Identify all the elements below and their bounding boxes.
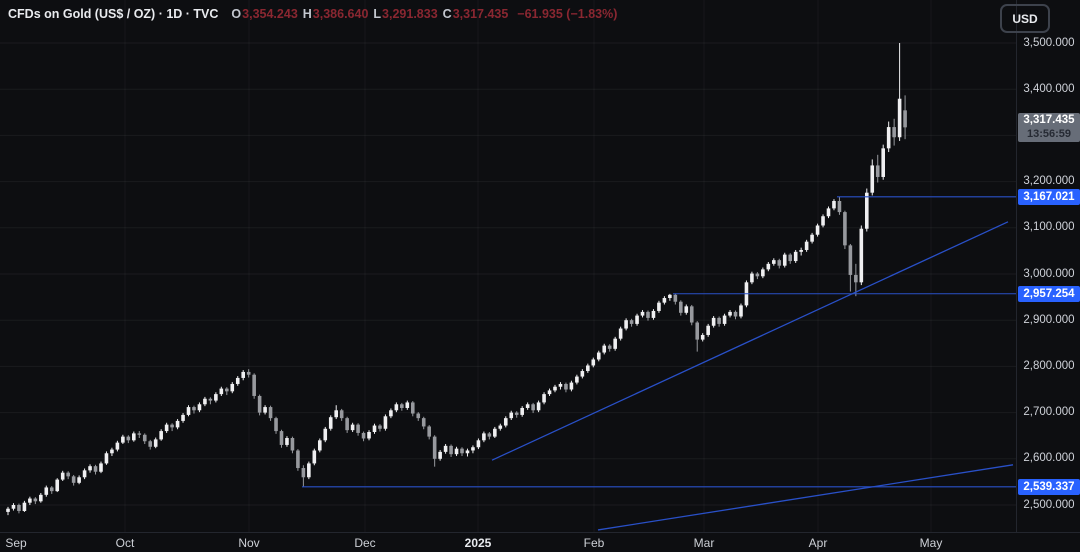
time-tick: Mar	[693, 536, 715, 550]
price-tick: 3,200.000	[1023, 175, 1075, 188]
time-tick: Oct	[115, 536, 135, 550]
ohlc-open: O 3,354.243	[231, 7, 298, 21]
time-tick: 2025	[464, 536, 492, 550]
price-tick: 2,600.000	[1023, 452, 1075, 465]
time-tick: May	[919, 536, 943, 550]
level-price-label: 2,957.254	[1018, 285, 1080, 302]
trendline[interactable]	[491, 221, 1009, 461]
level-price-label: 2,539.337	[1018, 478, 1080, 495]
time-tick: Nov	[238, 536, 260, 550]
price-tick: 3,000.000	[1023, 267, 1075, 280]
time-tick: Feb	[583, 536, 605, 550]
price-tick: 2,800.000	[1023, 359, 1075, 372]
trendline[interactable]	[597, 464, 1014, 531]
time-tick: Dec	[354, 536, 376, 550]
price-tick: 3,100.000	[1023, 221, 1075, 234]
level-price-label: 3,167.021	[1018, 188, 1080, 205]
bar-countdown: 13:56:59	[1026, 127, 1072, 140]
symbol-legend: CFDs on Gold (US$ / OZ) · 1D · TVC O 3,35…	[8, 7, 617, 21]
ohlc-close: C 3,317.435	[442, 7, 509, 21]
price-chart[interactable]	[0, 0, 1016, 532]
ohlc-low: L 3,291.833	[373, 7, 438, 21]
price-tick: 3,400.000	[1023, 82, 1075, 95]
grid-layer	[0, 42, 1016, 506]
current-price-value: 3,317.435	[1023, 113, 1075, 126]
time-axis[interactable]: Sep Oct Nov Dec 2025 Feb Mar Apr May	[0, 532, 1080, 552]
candles-layer	[6, 43, 907, 516]
price-tick: 2,700.000	[1023, 406, 1075, 419]
currency-button[interactable]: USD	[1000, 4, 1050, 33]
price-tick: 2,500.000	[1023, 498, 1075, 511]
ohlc-high: H 3,386.640	[302, 7, 369, 21]
drawings-layer[interactable]	[302, 196, 1016, 531]
current-price-label: 3,317.435 13:56:59	[1018, 112, 1080, 142]
price-tick: 3,500.000	[1023, 36, 1075, 49]
time-tick: Sep	[5, 536, 27, 550]
change-value: −61.935 (−1.83%)	[517, 7, 618, 21]
price-tick: 2,900.000	[1023, 313, 1075, 326]
time-tick: Apr	[808, 536, 828, 550]
symbol-title[interactable]: CFDs on Gold (US$ / OZ) · 1D · TVC	[8, 7, 219, 21]
price-axis[interactable]: 3,317.435 13:56:59 3,500.000 3,400.000 3,3…	[1016, 0, 1080, 532]
